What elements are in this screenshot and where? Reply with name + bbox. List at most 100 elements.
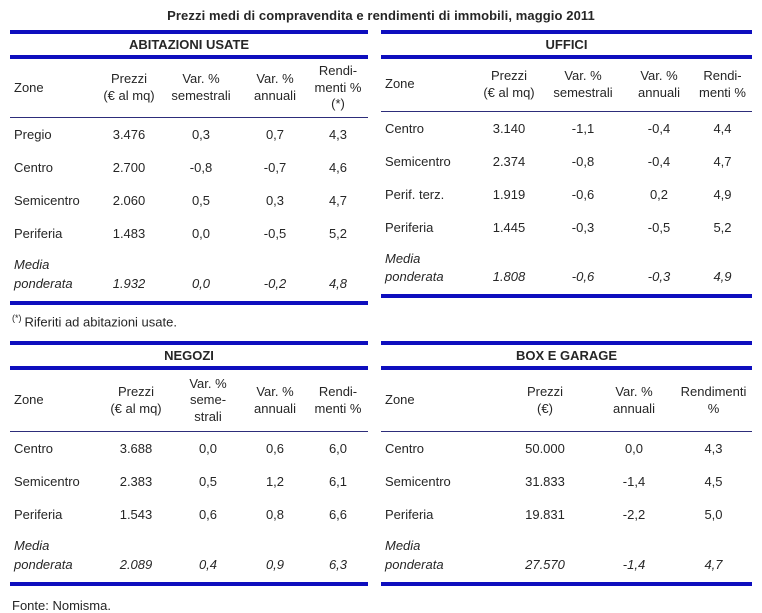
- col-header-var-annuali: Var. % annuali: [242, 369, 308, 433]
- cell-var-annuali: -0,5: [263, 225, 287, 241]
- cell-rendimenti: 4,9: [713, 186, 732, 202]
- page-title: Prezzi medi di compravendita e rendiment…: [167, 8, 595, 23]
- table-row: Periferia 1.543 0,6 0,8 6,6: [10, 498, 368, 531]
- table-row: Semicentro 2.060 0,5 0,3 4,7: [10, 184, 368, 217]
- panel-uffici: UFFICI Zone Prezzi (€ al mq) Var. % seme…: [381, 30, 752, 305]
- cell-var-annuali: -1,4: [622, 557, 646, 573]
- header-row: Zone Prezzi (€ al mq) Var. % semestrali …: [10, 59, 368, 118]
- cell-zone: Periferia: [385, 219, 434, 235]
- cell-zone: Centro: [385, 441, 425, 457]
- cell-rendimenti: 6,1: [328, 474, 348, 490]
- cell-zone: Media ponderata: [385, 250, 444, 285]
- table-row: Semicentro 2.383 0,5 1,2 6,1: [10, 465, 368, 498]
- col-header-zone: Zone: [381, 369, 497, 433]
- cell-rendimenti: 6,3: [328, 557, 348, 573]
- table-row: Semicentro 31.833 -1,4 4,5: [381, 465, 752, 498]
- cell-prezzi: 2.374: [492, 153, 526, 169]
- cell-var-semestrali: 0,0: [198, 441, 218, 457]
- cell-var-annuali: -1,4: [622, 474, 646, 490]
- cell-var-semestrali: -0,3: [571, 219, 595, 235]
- cell-prezzi: 1.543: [119, 507, 153, 523]
- cell-zone: Semicentro: [385, 474, 451, 490]
- cell-var-semestrali: -0,8: [189, 159, 213, 175]
- footnote-marker: (*): [12, 312, 22, 323]
- table-row: Semicentro 2.374 -0,8 -0,4 4,7: [381, 145, 752, 178]
- col-header-var-semestrali: Var. % semestrali: [160, 59, 242, 118]
- cell-var-semestrali: 0,4: [198, 557, 218, 573]
- cell-var-annuali: -0,4: [647, 153, 671, 169]
- cell-zone: Semicentro: [14, 192, 80, 208]
- cell-var-semestrali: -1,1: [571, 120, 595, 136]
- cell-prezzi: 1.483: [112, 225, 146, 241]
- cell-zone: Perif. terz.: [385, 186, 445, 202]
- col-header-var-annuali: Var. % annuali: [242, 59, 308, 118]
- cell-rendimenti: 5,2: [328, 225, 348, 241]
- cell-prezzi: 3.140: [492, 120, 526, 136]
- cell-zone: Pregio: [14, 126, 52, 142]
- cell-zone: Media ponderata: [385, 538, 444, 573]
- cell-var-semestrali: -0,8: [571, 153, 595, 169]
- table-row: Periferia 1.483 0,0 -0,5 5,2: [10, 217, 368, 250]
- cell-var-annuali: -0,5: [647, 219, 671, 235]
- cell-zone: Centro: [14, 159, 54, 175]
- table-row: Centro 3.140 -1,1 -0,4 4,4: [381, 111, 752, 145]
- media-ponderata-row: Media ponderata 27.570 -1,4 4,7: [381, 531, 752, 584]
- footnote-text: Riferiti ad abitazioni usate.: [24, 313, 177, 329]
- table-row: Centro 2.700 -0,8 -0,7 4,6: [10, 151, 368, 184]
- table-abitazioni-usate: Zone Prezzi (€ al mq) Var. % semestrali …: [10, 59, 368, 305]
- cell-var-annuali: -0,2: [263, 275, 287, 291]
- media-ponderata-row: Media ponderata 1.932 0,0 -0,2 4,8: [10, 250, 368, 303]
- table-title-negozi: NEGOZI: [10, 340, 368, 370]
- cell-var-annuali: -0,7: [263, 159, 287, 175]
- source-note: Fonte: Nomisma.: [12, 598, 111, 613]
- cell-zone: Centro: [385, 120, 425, 136]
- col-header-rendimenti: Rendi- menti %: [693, 59, 752, 112]
- cell-var-annuali: -2,2: [622, 507, 646, 523]
- cell-rendimenti: 4,3: [704, 441, 723, 457]
- cell-var-semestrali: -0,6: [571, 269, 595, 285]
- cell-zone: Media ponderata: [14, 256, 73, 291]
- cell-zone: Semicentro: [385, 153, 451, 169]
- cell-zone: Periferia: [385, 507, 434, 523]
- cell-zone: Periferia: [14, 507, 63, 523]
- cell-zone: Centro: [14, 441, 54, 457]
- cell-rendimenti: 5,0: [704, 507, 723, 523]
- col-header-zone: Zone: [10, 369, 98, 433]
- cell-zone: Periferia: [14, 225, 63, 241]
- cell-var-annuali: -0,3: [647, 269, 671, 285]
- cell-var-semestrali: 0,6: [198, 507, 218, 523]
- cell-var-annuali: 0,7: [265, 126, 285, 142]
- cell-var-annuali: 0,6: [265, 441, 285, 457]
- col-header-var-annuali: Var. % annuali: [593, 369, 675, 433]
- cell-rendimenti: 4,3: [328, 126, 348, 142]
- col-header-prezzi: Prezzi (€ al mq): [477, 59, 541, 112]
- cell-prezzi: 3.476: [112, 126, 146, 142]
- col-header-zone: Zone: [381, 59, 477, 112]
- cell-rendimenti: 6,0: [328, 441, 348, 457]
- cell-prezzi: 31.833: [525, 474, 565, 490]
- col-header-var-annuali: Var. % annuali: [625, 59, 693, 112]
- cell-zone: Media ponderata: [14, 538, 73, 573]
- cell-var-annuali: 1,2: [265, 474, 285, 490]
- cell-prezzi: 2.089: [119, 557, 153, 573]
- table-row: Periferia 19.831 -2,2 5,0: [381, 498, 752, 531]
- panel-abitazioni-usate: ABITAZIONI USATE Zone Prezzi (€ al mq) V…: [10, 30, 368, 305]
- cell-rendimenti: 4,7: [704, 557, 723, 573]
- cell-var-annuali: 0,9: [265, 557, 285, 573]
- panel-box-e-garage: BOX E GARAGE Zone Prezzi (€) Var. % annu…: [381, 340, 752, 587]
- footnote: (*) Riferiti ad abitazioni usate.: [10, 305, 752, 341]
- bottom-tables-row: NEGOZI Zone Prezzi (€ al mq) Var. % seme…: [10, 340, 752, 587]
- col-header-prezzi: Prezzi (€): [497, 369, 593, 433]
- cell-zone: Semicentro: [14, 474, 80, 490]
- cell-rendimenti: 4,5: [704, 474, 723, 490]
- cell-var-semestrali: 0,5: [198, 474, 218, 490]
- cell-prezzi: 2.383: [119, 474, 153, 490]
- cell-var-annuali: 0,3: [265, 192, 285, 208]
- table-title-abitazioni-usate: ABITAZIONI USATE: [10, 30, 368, 59]
- col-header-rendimenti: Rendi- menti %: [308, 369, 368, 433]
- col-header-prezzi: Prezzi (€ al mq): [98, 369, 174, 433]
- header-row: Zone Prezzi (€) Var. % annuali Rendiment…: [381, 369, 752, 433]
- cell-rendimenti: 4,6: [328, 159, 348, 175]
- panel-negozi: NEGOZI Zone Prezzi (€ al mq) Var. % seme…: [10, 340, 368, 587]
